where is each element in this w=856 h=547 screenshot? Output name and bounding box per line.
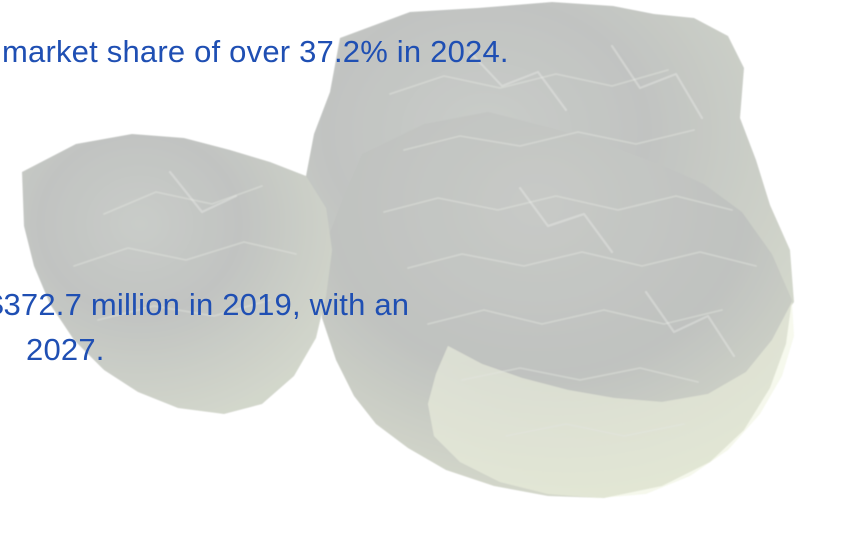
forecast-year-text: 2027. [26,332,105,367]
seaweed-texture-lines [73,69,757,437]
market-size-text: $372.7 million in 2019, with an [0,287,410,322]
seaweed-highlights [169,45,735,357]
seaweed-edge-glow [428,302,794,498]
seaweed-sheet-left [22,134,332,414]
market-share-text: market share of over 37.2% in 2024. [2,34,509,69]
